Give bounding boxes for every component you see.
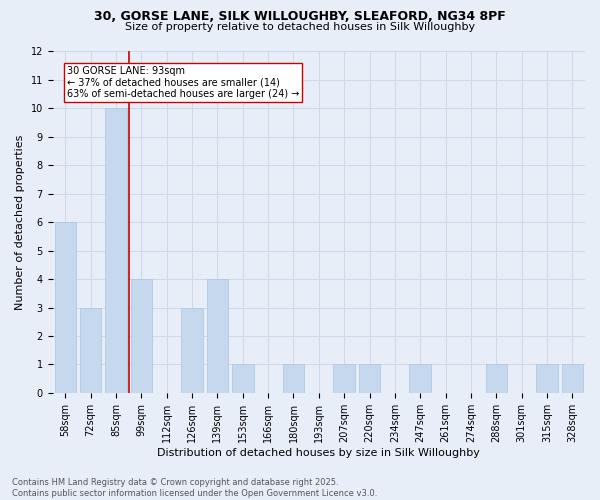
Text: Contains HM Land Registry data © Crown copyright and database right 2025.
Contai: Contains HM Land Registry data © Crown c… xyxy=(12,478,377,498)
Bar xyxy=(283,364,304,393)
Bar xyxy=(409,364,431,393)
Bar xyxy=(206,279,228,393)
Bar xyxy=(181,308,203,393)
Y-axis label: Number of detached properties: Number of detached properties xyxy=(15,134,25,310)
Text: 30, GORSE LANE, SILK WILLOUGHBY, SLEAFORD, NG34 8PF: 30, GORSE LANE, SILK WILLOUGHBY, SLEAFOR… xyxy=(94,10,506,23)
Bar xyxy=(131,279,152,393)
Bar xyxy=(359,364,380,393)
Bar xyxy=(334,364,355,393)
Bar xyxy=(55,222,76,393)
Text: Size of property relative to detached houses in Silk Willoughby: Size of property relative to detached ho… xyxy=(125,22,475,32)
X-axis label: Distribution of detached houses by size in Silk Willoughby: Distribution of detached houses by size … xyxy=(157,448,480,458)
Bar xyxy=(80,308,101,393)
Bar xyxy=(562,364,583,393)
Bar xyxy=(485,364,507,393)
Bar xyxy=(105,108,127,393)
Bar xyxy=(536,364,558,393)
Bar xyxy=(232,364,254,393)
Text: 30 GORSE LANE: 93sqm
← 37% of detached houses are smaller (14)
63% of semi-detac: 30 GORSE LANE: 93sqm ← 37% of detached h… xyxy=(67,66,299,99)
